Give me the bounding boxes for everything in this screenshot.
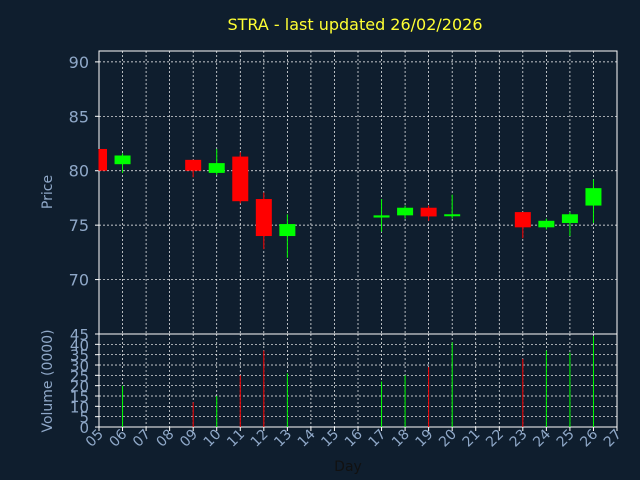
candle-body <box>255 199 272 237</box>
candle-body <box>538 220 555 228</box>
candle-body <box>444 214 461 217</box>
price-tick-label: 85 <box>69 107 89 126</box>
volume-tick-label: 0 <box>79 419 89 437</box>
candle-body <box>561 214 578 223</box>
candle-body <box>208 163 225 173</box>
candle-body <box>114 155 131 165</box>
volume-tick-label: 35 <box>70 347 89 365</box>
volume-tick-label: 15 <box>70 388 89 406</box>
volume-tick-label: 5 <box>79 409 89 427</box>
candle-body <box>397 207 414 216</box>
price-tick-label: 70 <box>69 271 89 290</box>
candle-body <box>232 156 249 202</box>
candle-body <box>279 224 296 237</box>
x-axis-label: Day <box>334 459 362 475</box>
price-axis-label: Price <box>40 175 56 209</box>
candle-body <box>185 159 202 171</box>
volume-tick-label: 25 <box>70 367 89 385</box>
volume-axis-label: Volume (0000) <box>40 329 56 432</box>
candle-body <box>514 212 531 228</box>
chart-title: STRA - last updated 26/02/2026 <box>227 15 482 34</box>
candle-body <box>420 207 437 217</box>
price-panel: 70 75 80 85 90 <box>69 50 618 335</box>
volume-tick-label: 40 <box>70 336 89 354</box>
candle-body <box>373 215 390 218</box>
price-tick-label: 90 <box>69 53 89 72</box>
price-tick-label: 80 <box>69 162 89 181</box>
candle-body <box>99 148 107 171</box>
volume-tick-label: 10 <box>70 398 89 416</box>
volume-tick-label: 20 <box>70 378 89 396</box>
volume-tick-label: 30 <box>70 357 89 375</box>
price-tick-label: 75 <box>69 216 89 235</box>
volume-tick-label: 45 <box>70 326 89 344</box>
candle-body <box>585 188 602 206</box>
